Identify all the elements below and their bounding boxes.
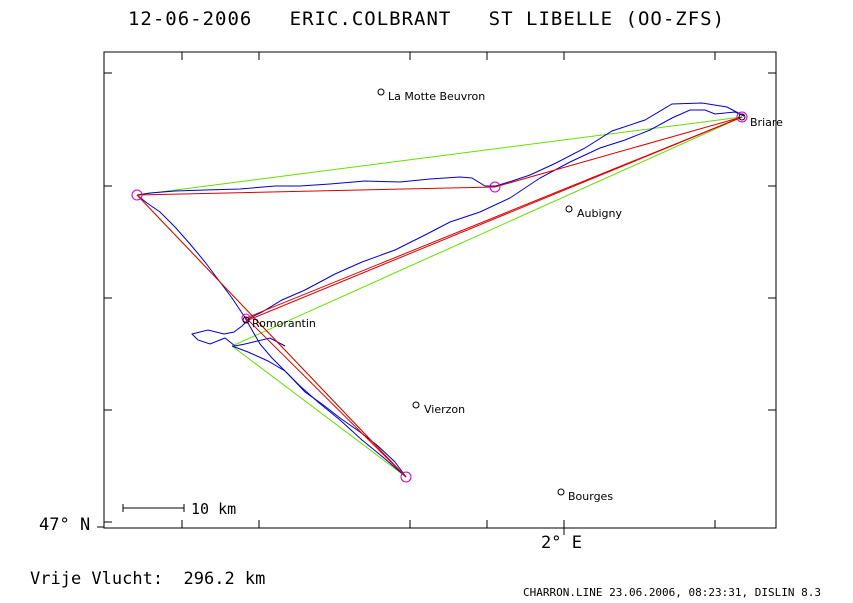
triangle-route <box>136 116 743 478</box>
scale-bar <box>122 504 185 512</box>
distance-text: Vrije Vlucht: 296.2 km <box>30 569 266 589</box>
task-route <box>136 116 743 478</box>
town-label-la-motte-beuvron: La Motte Beuvron <box>388 90 485 103</box>
axis-ticks <box>97 52 776 535</box>
town-label-aubigny: Aubigny <box>577 207 622 220</box>
flight-track <box>136 102 745 478</box>
town-markers <box>242 88 746 496</box>
page-title: 12-06-2006 ERIC.COLBRANT ST LIBELLE (OO-… <box>127 8 726 30</box>
latitude-label: 47° N <box>39 515 91 535</box>
town-label-romorantin: Romorantin <box>252 317 316 330</box>
longitude-label: 2° E <box>541 533 582 553</box>
town-label-bourges: Bourges <box>568 490 613 503</box>
town-label-vierzon: Vierzon <box>424 403 465 416</box>
town-label-briare: Briare <box>750 116 783 129</box>
turnpoints <box>131 111 748 483</box>
map-frame <box>103 51 777 529</box>
scale-bar-label: 10 km <box>191 500 236 518</box>
meta-text: CHARRON.LINE 23.06.2006, 08:23:31, DISLI… <box>522 586 821 599</box>
